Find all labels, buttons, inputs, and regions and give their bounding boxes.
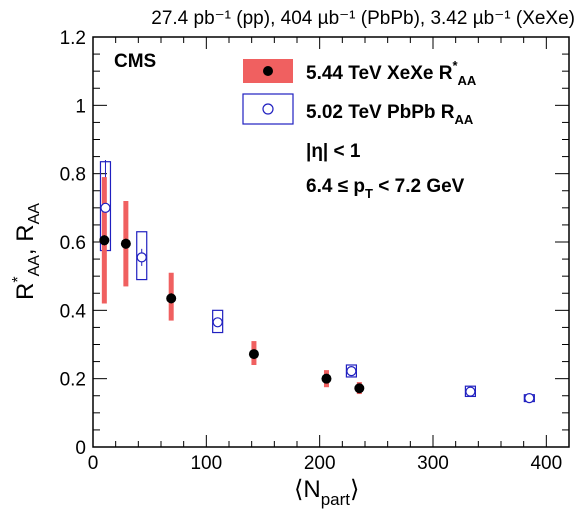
legend-pbpb-swatch (242, 93, 294, 125)
xexe-point (166, 293, 177, 304)
axes: 0 100 200 300 400 0 0.2 0.4 0.6 0.8 1 1.2 (60, 28, 570, 474)
y-tick-label: 0 (75, 438, 86, 459)
legend: 5.44 TeV XeXe R*AA 5.02 TeV PbPb RAA (242, 58, 477, 127)
pbpb-point (136, 252, 147, 263)
y-tick-label: 1 (75, 96, 86, 117)
x-tick-label: 200 (304, 453, 336, 474)
x-tick-label: 100 (190, 453, 222, 474)
y-tick-label: 0.6 (60, 233, 86, 254)
luminosity-header: 27.4 pb⁻¹ (pp), 404 µb⁻¹ (PbPb), 3.42 µb… (151, 8, 575, 29)
pbpb-point (465, 386, 476, 397)
x-tick-label: 300 (417, 453, 449, 474)
y-tick-label: 1.2 (60, 28, 86, 49)
xexe-point (354, 383, 365, 394)
legend-xexe-label: 5.44 TeV XeXe R*AA (306, 58, 477, 88)
pbpb-point (212, 317, 223, 328)
xexe-point (321, 373, 332, 384)
legend-xexe-marker (263, 66, 273, 76)
y-tick-label: 0.4 (60, 301, 87, 322)
pbpb-point (346, 366, 357, 377)
x-tick-label: 0 (88, 453, 99, 474)
legend-pbpb-label: 5.02 TeV PbPb RAA (306, 102, 474, 127)
xexe-point (248, 349, 259, 360)
pbpb-point (524, 393, 535, 404)
y-tick-label: 0.8 (60, 165, 86, 186)
x-tick-label: 400 (530, 453, 562, 474)
data-marks (99, 160, 535, 404)
legend-pbpb-marker (262, 103, 274, 115)
xexe-point (120, 238, 131, 249)
y-axis-title: R*AA, RAA (10, 203, 43, 300)
pbpb-point (100, 202, 111, 213)
x-axis-title: ⟨Npart⟩ (294, 476, 359, 509)
xexe-point (99, 235, 110, 246)
y-tick-label: 0.2 (60, 370, 86, 391)
pbpb-sys-box (136, 231, 148, 281)
eta-cut-label: |η| < 1 (306, 141, 361, 162)
pt-range-label: 6.4 ≤ pT < 7.2 GeV (306, 176, 465, 201)
cms-label: CMS (114, 51, 156, 72)
plot-frame (92, 36, 570, 448)
